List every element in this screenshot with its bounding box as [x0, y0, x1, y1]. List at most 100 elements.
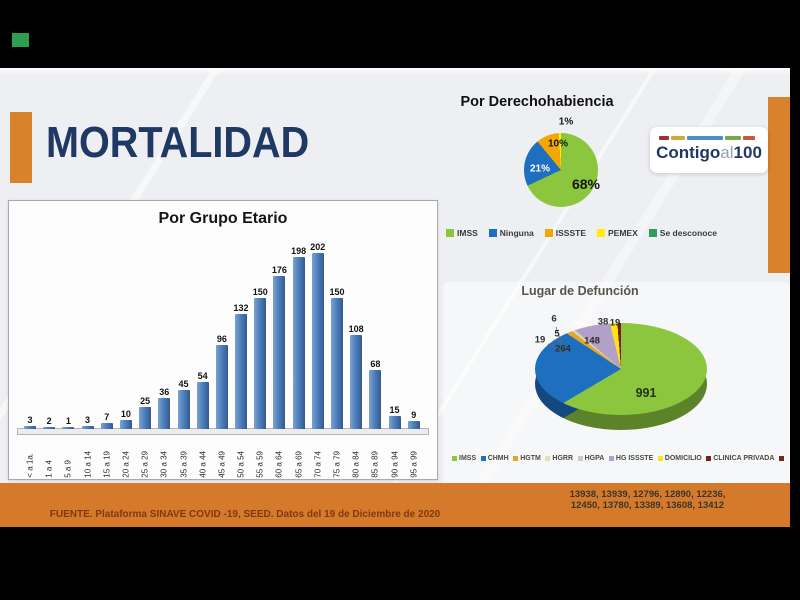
- bar-value-label: 202: [310, 242, 326, 252]
- right-accent-bar: [768, 97, 790, 273]
- bar: [81, 426, 94, 429]
- x-tick: < a 1a.: [21, 436, 39, 478]
- logo-dashes: [659, 136, 759, 140]
- bar: [254, 298, 267, 429]
- x-tick: 15 a 19: [98, 436, 116, 478]
- lugar-defuncion-chart-title: Lugar de Defunción: [521, 284, 639, 298]
- legend-label: ISSSTE: [555, 228, 587, 238]
- bar: [235, 314, 248, 429]
- pie-data-label: 264: [555, 343, 571, 355]
- x-tick-label: 25 a 29: [140, 451, 150, 478]
- legend-swatch: [597, 229, 606, 237]
- legend-label: CHMH: [487, 455, 509, 462]
- bar-value-label: 3: [27, 415, 33, 425]
- bar-value-label: 96: [216, 334, 227, 344]
- bar: [24, 426, 36, 429]
- x-tick: 95 a 99: [405, 436, 423, 478]
- bar: [331, 298, 343, 429]
- logo-word-al: al: [720, 143, 734, 162]
- page-title: MORTALIDAD: [46, 118, 310, 167]
- legend-swatch: [778, 456, 784, 461]
- bar-value-label: 45: [178, 379, 189, 389]
- bar-column: 54: [194, 371, 212, 429]
- legend-swatch: [577, 456, 583, 461]
- logo-word-100: 100: [733, 143, 762, 162]
- bar: [100, 423, 113, 429]
- logo-dash: [687, 136, 723, 140]
- age-group-chart-title: Por Grupo Etario: [158, 210, 288, 227]
- x-tick: 30 a 34: [155, 436, 173, 478]
- bar-value-label: 3: [85, 415, 91, 425]
- x-tick-label: 50 a 54: [236, 451, 246, 478]
- footer-numbers-line1: 13938, 13939, 12796, 12890, 12236,: [569, 489, 726, 500]
- x-tick-label: 30 a 34: [159, 451, 169, 478]
- bar-value-label: 150: [329, 287, 345, 297]
- footer-band: FUENTE. Plataforma SINAVE COVID -19, SEE…: [0, 483, 790, 527]
- x-tick: 40 a 44: [194, 436, 212, 478]
- bar-column: 1: [59, 416, 77, 429]
- legend-swatch: [657, 456, 663, 461]
- x-tick: 20 a 24: [117, 436, 135, 478]
- x-tick: 45 a 49: [213, 436, 231, 478]
- x-tick-label: 5 a 9: [63, 460, 73, 478]
- bar-column: 68: [366, 359, 384, 429]
- x-tick-label: 1 a 4: [44, 460, 54, 478]
- x-tick-label: 60 a 64: [274, 451, 284, 478]
- legend-item: CLINICA PRIVADA: [706, 455, 774, 462]
- x-tick-label: 95 a 99: [409, 451, 419, 478]
- legend-swatch: [706, 456, 712, 461]
- legend-label: IMSS: [457, 228, 478, 238]
- legend-item: HGTM: [513, 455, 541, 462]
- x-tick-label: 85 a 89: [370, 451, 380, 478]
- legend-swatch: [446, 229, 454, 237]
- bar-column: 96: [213, 334, 231, 429]
- bar-column: 9: [405, 410, 423, 429]
- bar: [311, 253, 324, 429]
- pie-data-label: 19: [534, 334, 546, 346]
- legend-swatch: [513, 456, 519, 461]
- legend-swatch: [488, 229, 497, 237]
- bar: [273, 276, 286, 429]
- derechohabiencia-pie: [524, 133, 598, 207]
- legend-item: IMSS: [446, 228, 478, 238]
- x-tick: 1 a 4: [40, 436, 58, 478]
- bar-column: 45: [175, 379, 193, 429]
- legend-label: HG ISSSTE: [615, 455, 654, 462]
- broadcast-green-marker: [12, 33, 29, 47]
- pie-data-label: 68%: [571, 176, 601, 192]
- bar: [292, 257, 305, 429]
- bar-value-label: 176: [271, 265, 287, 275]
- bar-value-label: 25: [140, 396, 151, 406]
- footer-numbers-line2: 12450, 13780, 13389, 13608, 13412: [570, 500, 725, 511]
- x-tick: 80 a 84: [347, 436, 365, 478]
- bar-value-label: 2: [46, 416, 52, 426]
- legend-label: IMSS: [459, 455, 477, 462]
- bar: [119, 420, 132, 429]
- bar-value-label: 1: [65, 416, 71, 426]
- legend-swatch: [480, 456, 486, 461]
- x-tick: 90 a 94: [386, 436, 404, 478]
- pie-data-label: 19: [609, 317, 621, 329]
- bar: [177, 390, 190, 429]
- bar-column: 198: [290, 246, 308, 429]
- title-accent-bar: [10, 112, 32, 183]
- pie-data-label: 6: [551, 313, 557, 325]
- x-tick: 10 a 14: [79, 436, 97, 478]
- x-tick-label: < a 1a.: [25, 453, 35, 478]
- grupo-xlabels: < a 1a. 1 a 4 5 a 9 10 a 14 15 a 19 20 a 24 25…: [21, 436, 423, 478]
- pie-leader-lines: [547, 326, 567, 354]
- x-tick-label: 65 a 69: [294, 451, 304, 478]
- bar-value-label: 54: [197, 371, 208, 381]
- legend-label: CLINICA PRIVADA: [713, 455, 775, 462]
- bar-value-label: 68: [370, 359, 381, 369]
- legend-item: [778, 456, 786, 461]
- pie-data-label: 10%: [547, 138, 569, 150]
- logo-dash: [671, 136, 685, 140]
- legend-label: HGRR: [552, 455, 574, 462]
- pie-data-label: 991: [635, 386, 657, 400]
- bar-column: 3: [79, 415, 97, 429]
- logo-word-contigo: Contigo: [656, 143, 721, 162]
- bar-column: 3: [21, 415, 39, 429]
- bar-value-label: 132: [233, 303, 249, 313]
